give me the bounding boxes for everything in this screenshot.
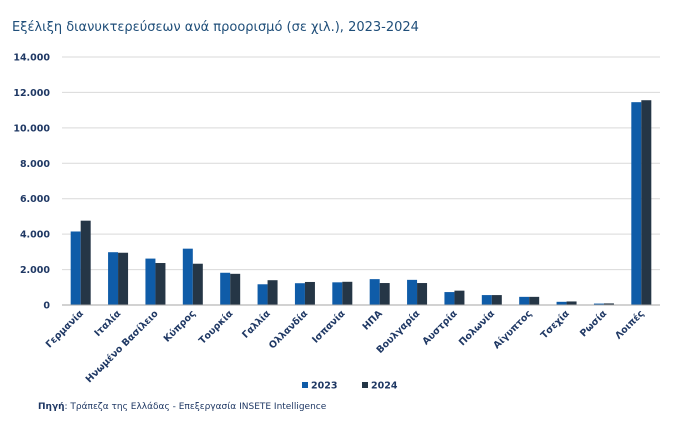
y-tick-label: 4.000 [20, 230, 50, 241]
x-tick-label: Λοιπές [613, 308, 646, 341]
bar-2023 [145, 258, 156, 305]
x-tick-label: Αυστρία [420, 308, 459, 347]
x-tick-label: Ηνωμένο Βασίλειο [84, 308, 161, 385]
bar-2024 [342, 281, 353, 305]
bar-2024 [118, 252, 129, 305]
y-tick-label: 8.000 [20, 159, 50, 170]
source-label: Πηγή [38, 402, 65, 412]
bar-2024 [603, 303, 614, 305]
bar-2024 [641, 100, 652, 305]
x-tick-label: Ολλανδία [267, 308, 310, 351]
x-tick-label: ΗΠΑ [361, 308, 386, 333]
bar-2024 [454, 290, 465, 305]
chart-title: Εξέλιξη διανυκτερεύσεων ανά προορισμό (σ… [12, 20, 419, 35]
bar-2023 [70, 231, 81, 305]
legend-label-2024: 2024 [371, 381, 398, 392]
bars [70, 100, 652, 306]
bar-2024 [80, 220, 91, 305]
bar-2023 [519, 296, 530, 305]
bar-2023 [182, 248, 193, 305]
bar-2023 [593, 303, 604, 305]
bar-2024 [304, 281, 315, 305]
bar-2024 [155, 263, 166, 305]
y-tick-label: 2.000 [20, 265, 50, 276]
y-tick-label: 14.000 [13, 53, 50, 64]
x-tick-label: Τουρκία [197, 308, 236, 347]
bar-2023 [481, 295, 492, 305]
bar-2023 [556, 301, 567, 305]
bar-2024 [267, 280, 278, 305]
source-note: Πηγή: Τράπεζα της Ελλάδας - Επεξεργασία … [38, 402, 326, 412]
legend: 2023 2024 [302, 381, 398, 392]
y-tick-label: 12.000 [13, 88, 50, 99]
x-tick-label: Ισπανία [310, 308, 348, 346]
x-tick-label: Αίγυπτος [491, 308, 534, 351]
bar-2023 [407, 279, 418, 305]
bar-2023 [294, 283, 305, 305]
bar-2023 [369, 279, 380, 305]
x-tick-label: Πολωνία [457, 308, 497, 348]
x-tick-label: Γαλλία [240, 308, 273, 341]
bar-2023 [220, 272, 231, 305]
bar-2024 [529, 296, 540, 305]
y-tick-label: 6.000 [20, 194, 50, 205]
source-text: : Τράπεζα της Ελλάδας - Επεξεργασία INSE… [64, 402, 327, 412]
bar-2024 [417, 283, 428, 305]
bar-2023 [257, 284, 268, 305]
bar-2024 [379, 283, 390, 305]
y-axis-ticks: 0 2.000 4.000 6.000 8.000 10.000 12.000 14.000 [13, 53, 50, 312]
bar-2023 [332, 282, 343, 305]
bar-2024 [491, 295, 502, 305]
legend-swatch-2024 [362, 382, 368, 388]
bar-chart: 02.0004.0006.0008.00010.00012.00014.000 … [13, 53, 660, 392]
y-tick-label: 10.000 [13, 123, 50, 134]
x-tick-label: Γερμανία [44, 308, 86, 350]
bar-2024 [566, 301, 577, 305]
bar-2023 [631, 102, 642, 306]
bar-2024 [192, 263, 203, 305]
x-tick-label: Κύπρος [162, 308, 198, 344]
y-tick-label: 0 [43, 301, 50, 312]
bar-2023 [108, 252, 119, 305]
bar-2024 [230, 273, 241, 305]
x-tick-label: Ρωσία [578, 308, 609, 339]
bar-2023 [444, 292, 455, 305]
x-tick-label: Τσεχία [539, 308, 572, 341]
legend-label-2023: 2023 [311, 381, 337, 392]
x-tick-label: Ιταλία [93, 308, 124, 339]
gridlines [62, 56, 660, 271]
legend-swatch-2023 [302, 382, 308, 388]
